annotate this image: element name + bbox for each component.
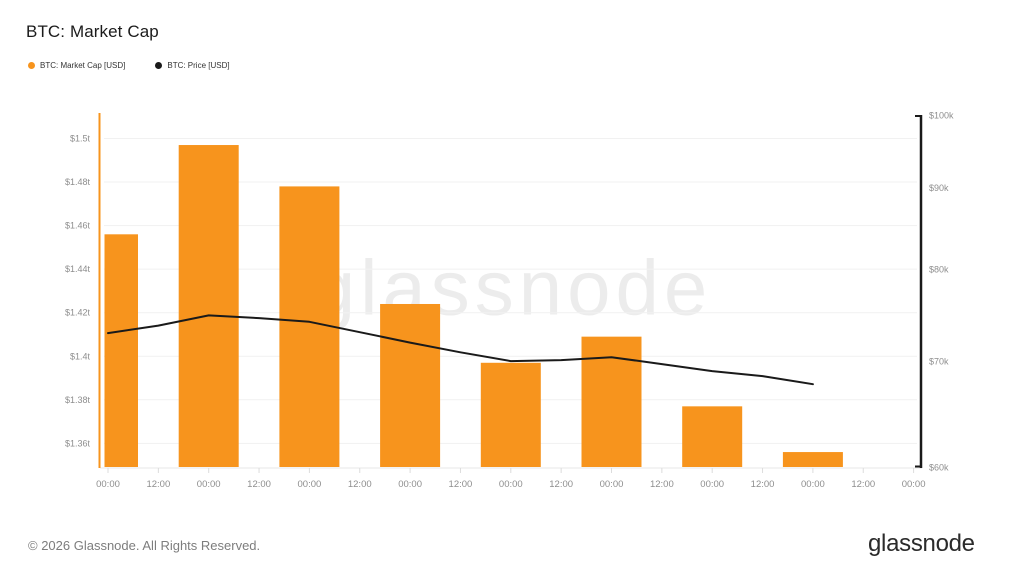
legend-label: BTC: Price [USD] (167, 61, 230, 70)
glassnode-logo: glassnode (868, 530, 975, 557)
glassnode-watermark: glassnode (311, 243, 713, 332)
market-cap-bar[interactable] (480, 362, 541, 467)
left-axis-tick-label: $1.42t (65, 308, 91, 318)
x-axis-tick-label: 12:00 (449, 479, 473, 490)
price-legend-dot-icon (155, 62, 163, 69)
x-axis-tick-label: 12:00 (851, 479, 875, 490)
x-axis-tick-label: 12:00 (348, 479, 372, 490)
x-axis-tick-label: 12:00 (146, 479, 170, 490)
x-axis-tick-label: 00:00 (398, 479, 422, 490)
x-axis-tick-label: 00:00 (197, 479, 221, 490)
right-axis-tick-label: $70k (929, 357, 949, 367)
price-line[interactable] (107, 314, 814, 386)
x-axis-tick-label: 12:00 (247, 479, 271, 490)
right-axis-tick-label: $80k (929, 264, 949, 274)
left-axis-tick-label: $1.38t (65, 395, 91, 405)
x-axis-tick-label: 00:00 (96, 479, 120, 490)
x-axis-tick-label: 00:00 (902, 479, 926, 490)
market-cap-bar[interactable] (782, 452, 843, 467)
left-axis-tick-label: $1.5t (70, 134, 91, 144)
legend: BTC: Market Cap [USD] BTC: Price [USD] (28, 61, 230, 70)
x-axis-tick-label: 00:00 (801, 479, 825, 490)
x-axis-tick-label: 12:00 (549, 479, 573, 490)
page-title: BTC: Market Cap (26, 22, 159, 41)
x-axis-tick-label: 00:00 (700, 479, 724, 490)
left-axis-tick-label: $1.4t (70, 351, 91, 361)
market-cap-bar[interactable] (380, 303, 441, 467)
legend-label: BTC: Market Cap [USD] (40, 61, 126, 70)
copyright-text: © 2026 Glassnode. All Rights Reserved. (28, 538, 261, 553)
market-cap-bar[interactable] (682, 406, 743, 467)
x-axis-tick-label: 12:00 (650, 479, 674, 490)
left-axis-tick-label: $1.46t (65, 221, 91, 231)
x-axis-tick-label: 00:00 (298, 479, 322, 490)
right-axis-tick-label: $100k (929, 111, 954, 121)
market-cap-bars (78, 145, 843, 467)
market-cap-legend-dot-icon (28, 62, 35, 69)
left-axis-tick-label: $1.48t (65, 177, 91, 187)
legend-item-price[interactable]: BTC: Price [USD] (155, 61, 230, 70)
market-cap-bar[interactable] (178, 145, 239, 467)
market-cap-bar[interactable] (78, 234, 138, 467)
x-axis-tick-label: 00:00 (499, 479, 523, 490)
left-axis-tick-label: $1.44t (65, 264, 91, 274)
right-axis-tick-label: $60k (929, 463, 949, 473)
legend-item-market-cap[interactable]: BTC: Market Cap [USD] (28, 61, 125, 70)
x-axis-tick-label: 00:00 (600, 479, 624, 490)
left-axis-tick-label: $1.36t (65, 438, 91, 448)
x-axis-tick-label: 12:00 (751, 479, 775, 490)
right-axis-tick-label: $90k (929, 183, 949, 193)
